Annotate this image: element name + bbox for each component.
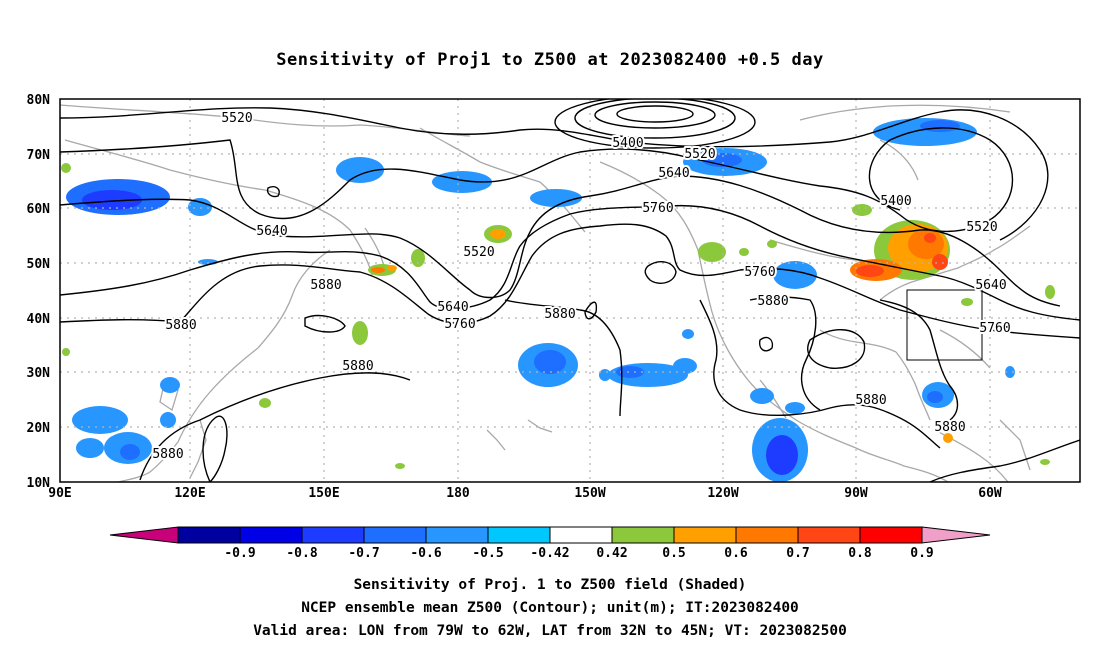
- contour-label: 5880: [342, 359, 373, 374]
- contour-label: 5760: [444, 317, 475, 332]
- caption-line-contour: NCEP ensemble mean Z500 (Contour); unit(…: [301, 600, 799, 616]
- colorbar-swatch-max: [921, 526, 991, 544]
- colorbar-swatch-min: [109, 526, 179, 544]
- sensitivity-shading: [61, 118, 1055, 482]
- contour-label: 5880: [544, 307, 575, 322]
- contour-label: 5760: [642, 201, 673, 216]
- contour-label: 5520: [966, 220, 997, 235]
- map-title: Sensitivity of Proj1 to Z500 at 20230824…: [276, 50, 824, 70]
- colorbar-label: 0.6: [724, 546, 748, 561]
- contour-label: 5520: [463, 245, 494, 260]
- colorbar-swatch: [673, 526, 737, 544]
- colorbar-label: 0.42: [596, 546, 627, 561]
- z500-contours: [60, 99, 1080, 482]
- contour-label: 5400: [612, 136, 643, 151]
- lon-label: 90W: [844, 486, 868, 501]
- lon-label: 180: [446, 486, 470, 501]
- contour-label: 5760: [979, 321, 1010, 336]
- colorbar-swatch: [177, 526, 241, 544]
- colorbar-label: 0.5: [662, 546, 685, 561]
- lat-label: 50N: [27, 257, 51, 272]
- lat-label: 70N: [27, 148, 51, 163]
- lon-label: 120W: [707, 486, 738, 501]
- lat-label: 30N: [27, 366, 51, 381]
- contour-label: 5400: [880, 194, 911, 209]
- colorbar-swatch: [611, 526, 675, 544]
- valid-area-box: [906, 289, 983, 361]
- lat-label: 10N: [27, 476, 51, 491]
- colorbar-labels: -0.9 -0.8 -0.7 -0.6 -0.5 -0.42 0.42 0.5 0.6 0.7 0.…: [224, 546, 933, 561]
- colorbar-label: -0.5: [472, 546, 503, 561]
- contour-label: 5760: [744, 265, 775, 280]
- caption: Sensitivity of Proj. 1 to Z500 field (Sh…: [0, 574, 1100, 643]
- lon-label: 90E: [48, 486, 71, 501]
- contour-label: 5640: [437, 300, 468, 315]
- longitude-labels: 90E 120E 150E 180 150W 120W 90W 60W: [48, 486, 1002, 501]
- colorbar-swatch: [301, 526, 365, 544]
- plot-frame: [59, 98, 1081, 483]
- contour-label: 5880: [152, 447, 183, 462]
- colorbar-label: -0.6: [410, 546, 441, 561]
- colorbar-swatch: [363, 526, 427, 544]
- contour-label: 5640: [658, 166, 689, 181]
- lon-label: 120E: [174, 486, 205, 501]
- lat-label: 40N: [27, 312, 51, 327]
- contour-label: 5520: [684, 147, 715, 162]
- colorbar-label: 0.7: [786, 546, 809, 561]
- contour-label: 5640: [975, 278, 1006, 293]
- lon-label: 60W: [978, 486, 1002, 501]
- latitude-labels: 80N 70N 60N 50N 40N 30N 20N 10N: [27, 93, 51, 491]
- contour-label: 5880: [165, 318, 196, 333]
- colorbar-swatch: [859, 526, 923, 544]
- caption-line-shaded: Sensitivity of Proj. 1 to Z500 field (Sh…: [353, 577, 747, 593]
- caption-line-valid-area: Valid area: LON from 79W to 62W, LAT fro…: [253, 623, 847, 639]
- colorbar-label: 0.9: [910, 546, 933, 561]
- contour-label: 5520: [221, 111, 252, 126]
- contour-label: 5640: [256, 224, 287, 239]
- colorbar-label: -0.42: [530, 546, 569, 561]
- colorbar-swatch: [425, 526, 489, 544]
- colorbar-label: 0.8: [848, 546, 872, 561]
- colorbar: [109, 526, 991, 544]
- contour-label: 5880: [855, 393, 886, 408]
- lat-label: 80N: [27, 93, 51, 108]
- colorbar-swatch: [797, 526, 861, 544]
- lon-label: 150W: [574, 486, 605, 501]
- colorbar-label: -0.7: [348, 546, 379, 561]
- contour-labels: 5520 5400 5520 5640 5760 5400 5520 5640 …: [150, 109, 1012, 464]
- lon-label: 150E: [308, 486, 339, 501]
- contour-label: 5880: [934, 420, 965, 435]
- colorbar-swatch: [735, 526, 799, 544]
- colorbar-swatch: [487, 526, 551, 544]
- colorbar-swatch: [549, 526, 613, 544]
- graticule: [60, 99, 1080, 482]
- colorbar-label: -0.9: [224, 546, 255, 561]
- colorbar-label: -0.8: [286, 546, 317, 561]
- colorbar-swatch: [239, 526, 303, 544]
- contour-label: 5880: [310, 278, 341, 293]
- lat-label: 60N: [27, 202, 51, 217]
- contour-label: 5880: [757, 294, 788, 309]
- lat-label: 20N: [27, 421, 51, 436]
